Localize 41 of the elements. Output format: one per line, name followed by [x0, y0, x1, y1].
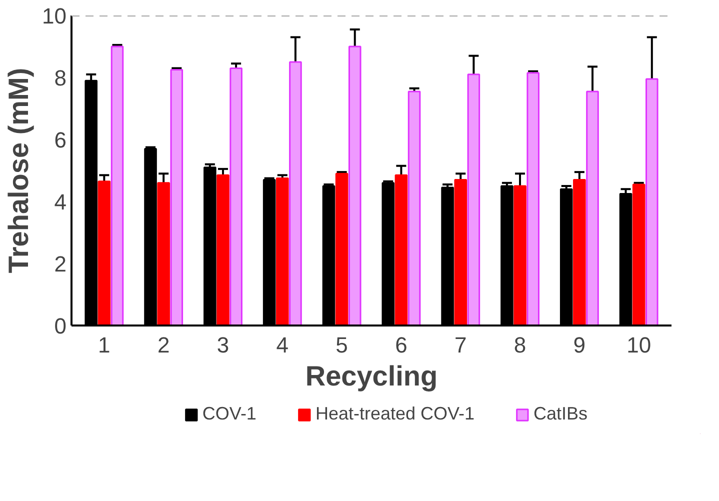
x-tick-label: 3 [216, 332, 230, 358]
bar [573, 179, 586, 326]
x-tick-label: 6 [395, 332, 408, 358]
bar [467, 74, 480, 326]
bar [335, 172, 348, 326]
bar [289, 61, 302, 326]
bar [586, 90, 599, 326]
x-tick-label: 9 [573, 332, 586, 358]
bar [348, 46, 362, 326]
x-tick-label: 5 [336, 332, 348, 358]
bar [394, 174, 408, 326]
bar [230, 67, 242, 326]
legend-label: Heat-treated COV-1 [315, 404, 475, 424]
bar [526, 72, 540, 326]
x-tick-label: 7 [454, 332, 467, 358]
bar [632, 184, 646, 326]
x-axis-title: Recycling [305, 360, 438, 392]
x-tick-label: 10 [626, 332, 652, 358]
y-tick-label: 8 [54, 66, 67, 90]
bar [157, 182, 170, 326]
x-tick-label: 4 [276, 332, 289, 358]
bar [216, 174, 230, 326]
bar [98, 180, 111, 326]
y-tick-label: 2 [54, 252, 67, 276]
y-axis-title: Trehalose (mM) [3, 68, 34, 274]
bar [170, 69, 184, 326]
y-tick-label: 10 [42, 4, 67, 28]
bar [514, 185, 526, 326]
legend-label: COV-1 [202, 404, 256, 424]
y-tick-label: 6 [54, 128, 67, 152]
bar [408, 90, 421, 326]
bar [646, 78, 658, 326]
x-tick-label: 1 [98, 332, 110, 358]
bar [276, 178, 289, 326]
y-tick-label: 0 [54, 314, 67, 338]
bar [110, 46, 124, 326]
x-tick-label: 8 [514, 332, 526, 358]
bar [454, 179, 467, 326]
y-tick-label: 4 [54, 190, 67, 214]
legend-label: CatIBs [534, 404, 588, 424]
x-tick-label: 2 [157, 332, 170, 358]
